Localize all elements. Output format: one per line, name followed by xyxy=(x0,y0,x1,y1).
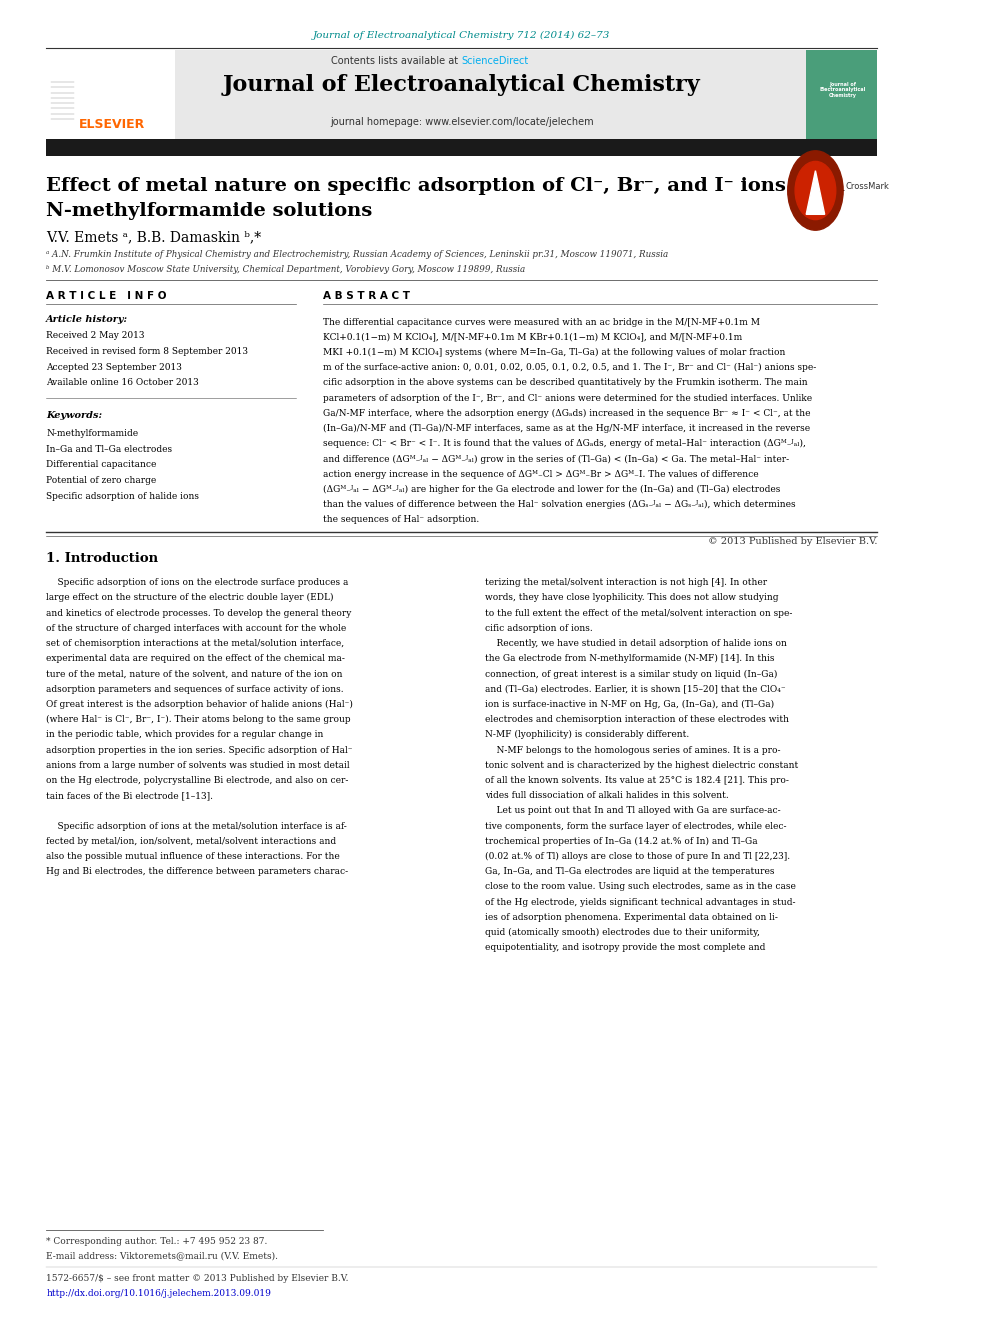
Text: Keywords:: Keywords: xyxy=(47,411,102,421)
Text: adsorption parameters and sequences of surface activity of ions.: adsorption parameters and sequences of s… xyxy=(47,684,344,693)
Text: sequence: Cl⁻ < Br⁻ < I⁻. It is found that the values of ΔGₐds, energy of metal–: sequence: Cl⁻ < Br⁻ < I⁻. It is found th… xyxy=(323,439,806,448)
Text: of the structure of charged interfaces with account for the whole: of the structure of charged interfaces w… xyxy=(47,623,346,632)
Text: CrossMark: CrossMark xyxy=(846,183,890,191)
Text: Specific adsorption of ions on the electrode surface produces a: Specific adsorption of ions on the elect… xyxy=(47,578,348,587)
Text: Journal of
Electroanalytical
Chemistry: Journal of Electroanalytical Chemistry xyxy=(819,82,865,98)
Text: of all the known solvents. Its value at 25°C is 182.4 [21]. This pro-: of all the known solvents. Its value at … xyxy=(485,775,789,785)
Text: © 2013 Published by Elsevier B.V.: © 2013 Published by Elsevier B.V. xyxy=(708,537,877,546)
Text: * Corresponding author. Tel.: +7 495 952 23 87.: * Corresponding author. Tel.: +7 495 952… xyxy=(47,1237,268,1246)
Text: Ga, In–Ga, and Tl–Ga electrodes are liquid at the temperatures: Ga, In–Ga, and Tl–Ga electrodes are liqu… xyxy=(485,868,775,876)
FancyBboxPatch shape xyxy=(806,50,877,139)
Text: tive components, form the surface layer of electrodes, while elec-: tive components, form the surface layer … xyxy=(485,822,787,831)
Text: electrodes and chemisorption interaction of these electrodes with: electrodes and chemisorption interaction… xyxy=(485,714,789,724)
Text: Specific adsorption of halide ions: Specific adsorption of halide ions xyxy=(47,492,199,501)
Text: (where Hal⁻ is Cl⁻, Br⁻, I⁻). Their atoms belong to the same group: (where Hal⁻ is Cl⁻, Br⁻, I⁻). Their atom… xyxy=(47,714,351,724)
Text: ScienceDirect: ScienceDirect xyxy=(461,56,529,66)
Text: journal homepage: www.elsevier.com/locate/jelechem: journal homepage: www.elsevier.com/locat… xyxy=(330,116,593,127)
Text: terizing the metal/solvent interaction is not high [4]. In other: terizing the metal/solvent interaction i… xyxy=(485,578,767,587)
Text: large effect on the structure of the electric double layer (EDL): large effect on the structure of the ele… xyxy=(47,593,333,602)
Text: vides full dissociation of alkali halides in this solvent.: vides full dissociation of alkali halide… xyxy=(485,791,728,800)
Text: connection, of great interest is a similar study on liquid (In–Ga): connection, of great interest is a simil… xyxy=(485,669,777,679)
Text: action energy increase in the sequence of ΔGᴹ₋Cl > ΔGᴹ₋Br > ΔGᴹ₋I. The values of: action energy increase in the sequence o… xyxy=(323,470,759,479)
Text: on the Hg electrode, polycrystalline Bi electrode, and also on cer-: on the Hg electrode, polycrystalline Bi … xyxy=(47,775,348,785)
Text: and (Tl–Ga) electrodes. Earlier, it is shown [15–20] that the ClO₄⁻: and (Tl–Ga) electrodes. Earlier, it is s… xyxy=(485,684,786,693)
Text: http://dx.doi.org/10.1016/j.jelechem.2013.09.019: http://dx.doi.org/10.1016/j.jelechem.201… xyxy=(47,1289,271,1298)
Text: N-MF (lyophilicity) is considerably different.: N-MF (lyophilicity) is considerably diff… xyxy=(485,730,689,740)
Text: Contents lists available at: Contents lists available at xyxy=(331,56,461,66)
Text: m of the surface-active anion: 0, 0.01, 0.02, 0.05, 0.1, 0.2, 0.5, and 1. The I⁻: m of the surface-active anion: 0, 0.01, … xyxy=(323,363,816,372)
Text: N-methylformamide solutions: N-methylformamide solutions xyxy=(47,202,372,221)
Text: 1572-6657/$ – see front matter © 2013 Published by Elsevier B.V.: 1572-6657/$ – see front matter © 2013 Pu… xyxy=(47,1274,348,1283)
Text: E-mail address: Viktoremets@mail.ru (V.V. Emets).: E-mail address: Viktoremets@mail.ru (V.V… xyxy=(47,1252,278,1261)
Text: (0.02 at.% of Tl) alloys are close to those of pure In and Tl [22,23].: (0.02 at.% of Tl) alloys are close to th… xyxy=(485,852,790,861)
Text: and kinetics of electrode processes. To develop the general theory: and kinetics of electrode processes. To … xyxy=(47,609,351,618)
Text: ᵇ M.V. Lomonosov Moscow State University, Chemical Department, Vorobievy Gory, M: ᵇ M.V. Lomonosov Moscow State University… xyxy=(47,265,526,274)
Circle shape xyxy=(788,151,843,230)
Text: anions from a large number of solvents was studied in most detail: anions from a large number of solvents w… xyxy=(47,761,350,770)
Text: ture of the metal, nature of the solvent, and nature of the ion on: ture of the metal, nature of the solvent… xyxy=(47,669,342,679)
Text: cific adsorption in the above systems can be described quantitatively by the Fru: cific adsorption in the above systems ca… xyxy=(323,378,807,388)
Text: The differential capacitance curves were measured with an ac bridge in the M/[N-: The differential capacitance curves were… xyxy=(323,318,760,327)
Text: set of chemisorption interactions at the metal/solution interface,: set of chemisorption interactions at the… xyxy=(47,639,344,648)
Text: Potential of zero charge: Potential of zero charge xyxy=(47,476,157,486)
Text: ᵃ A.N. Frumkin Institute of Physical Chemistry and Electrochemistry, Russian Aca: ᵃ A.N. Frumkin Institute of Physical Che… xyxy=(47,250,669,259)
Text: Article history:: Article history: xyxy=(47,315,128,324)
Text: Journal of Electroanalytical Chemistry 712 (2014) 62–73: Journal of Electroanalytical Chemistry 7… xyxy=(313,30,610,40)
Text: equipotentiality, and isotropy provide the most complete and: equipotentiality, and isotropy provide t… xyxy=(485,943,765,953)
Text: KCl+0.1(1−m) M KClO₄], M/[N-MF+0.1m M KBr+0.1(1−m) M KClO₄], and M/[N-MF+0.1m: KCl+0.1(1−m) M KClO₄], M/[N-MF+0.1m M KB… xyxy=(323,332,742,341)
FancyBboxPatch shape xyxy=(47,139,877,156)
Text: ELSEVIER: ELSEVIER xyxy=(78,118,145,131)
Text: words, they have close lyophilicity. This does not allow studying: words, they have close lyophilicity. Thi… xyxy=(485,593,779,602)
Text: Received in revised form 8 September 2013: Received in revised form 8 September 201… xyxy=(47,347,248,356)
Text: Recently, we have studied in detail adsorption of halide ions on: Recently, we have studied in detail adso… xyxy=(485,639,787,648)
Text: tain faces of the Bi electrode [1–13].: tain faces of the Bi electrode [1–13]. xyxy=(47,791,213,800)
Text: of the Hg electrode, yields significant technical advantages in stud-: of the Hg electrode, yields significant … xyxy=(485,897,796,906)
Text: In–Ga and Tl–Ga electrodes: In–Ga and Tl–Ga electrodes xyxy=(47,445,173,454)
Text: Journal of Electroanalytical Chemistry: Journal of Electroanalytical Chemistry xyxy=(223,74,700,97)
Text: Ga/N-MF interface, where the adsorption energy (ΔGₐds) increased in the sequence: Ga/N-MF interface, where the adsorption … xyxy=(323,409,810,418)
Text: the sequences of Hal⁻ adsorption.: the sequences of Hal⁻ adsorption. xyxy=(323,515,479,524)
Text: Accepted 23 September 2013: Accepted 23 September 2013 xyxy=(47,363,183,372)
Text: to the full extent the effect of the metal/solvent interaction on spe-: to the full extent the effect of the met… xyxy=(485,609,793,618)
Text: and difference (ΔGᴹ₋ᴶₐₗ − ΔGᴹ₋ᴶₐₗ) grow in the series of (Tl–Ga) < (In–Ga) < Ga.: and difference (ΔGᴹ₋ᴶₐₗ − ΔGᴹ₋ᴶₐₗ) grow … xyxy=(323,454,790,463)
Text: than the values of difference between the Hal⁻ solvation energies (ΔGₛ₋ᴶₐₗ − ΔGₛ: than the values of difference between th… xyxy=(323,500,796,509)
Text: Effect of metal nature on specific adsorption of Cl⁻, Br⁻, and I⁻ ions from: Effect of metal nature on specific adsor… xyxy=(47,177,845,196)
FancyBboxPatch shape xyxy=(47,50,176,139)
Circle shape xyxy=(796,161,835,220)
Text: fected by metal/ion, ion/solvent, metal/solvent interactions and: fected by metal/ion, ion/solvent, metal/… xyxy=(47,836,336,845)
Text: trochemical properties of In–Ga (14.2 at.% of In) and Tl–Ga: trochemical properties of In–Ga (14.2 at… xyxy=(485,836,758,845)
Text: 1. Introduction: 1. Introduction xyxy=(47,552,159,565)
Text: cific adsorption of ions.: cific adsorption of ions. xyxy=(485,623,592,632)
Text: V.V. Emets ᵃ, B.B. Damaskin ᵇ,*: V.V. Emets ᵃ, B.B. Damaskin ᵇ,* xyxy=(47,230,261,245)
Text: parameters of adsorption of the I⁻, Br⁻, and Cl⁻ anions were determined for the : parameters of adsorption of the I⁻, Br⁻,… xyxy=(323,393,812,402)
Text: also the possible mutual influence of these interactions. For the: also the possible mutual influence of th… xyxy=(47,852,340,861)
Text: experimental data are required on the effect of the chemical ma-: experimental data are required on the ef… xyxy=(47,654,345,663)
Text: N-MF belongs to the homologous series of amines. It is a pro-: N-MF belongs to the homologous series of… xyxy=(485,745,781,754)
Text: A B S T R A C T: A B S T R A C T xyxy=(323,291,411,302)
Text: tonic solvent and is characterized by the highest dielectric constant: tonic solvent and is characterized by th… xyxy=(485,761,799,770)
Text: N-methylformamide: N-methylformamide xyxy=(47,429,138,438)
Text: MKI +0.1(1−m) M KClO₄] systems (where M=In–Ga, Tl–Ga) at the following values of: MKI +0.1(1−m) M KClO₄] systems (where M=… xyxy=(323,348,786,357)
Text: Hg and Bi electrodes, the difference between parameters charac-: Hg and Bi electrodes, the difference bet… xyxy=(47,868,348,876)
Text: adsorption properties in the ion series. Specific adsorption of Hal⁻: adsorption properties in the ion series.… xyxy=(47,745,353,754)
Polygon shape xyxy=(806,171,824,214)
Text: A R T I C L E   I N F O: A R T I C L E I N F O xyxy=(47,291,167,302)
Text: Available online 16 October 2013: Available online 16 October 2013 xyxy=(47,378,199,388)
Text: the Ga electrode from N-methylformamide (N-MF) [14]. In this: the Ga electrode from N-methylformamide … xyxy=(485,654,775,663)
Text: quid (atomically smooth) electrodes due to their uniformity,: quid (atomically smooth) electrodes due … xyxy=(485,929,760,937)
Text: close to the room value. Using such electrodes, same as in the case: close to the room value. Using such elec… xyxy=(485,882,796,892)
Text: Differential capacitance: Differential capacitance xyxy=(47,460,157,470)
Text: in the periodic table, which provides for a regular change in: in the periodic table, which provides fo… xyxy=(47,730,323,740)
Text: (In–Ga)/N-MF and (Tl–Ga)/N-MF interfaces, same as at the Hg/N-MF interface, it i: (In–Ga)/N-MF and (Tl–Ga)/N-MF interfaces… xyxy=(323,423,810,433)
FancyBboxPatch shape xyxy=(47,50,877,139)
Text: Let us point out that In and Tl alloyed with Ga are surface-ac-: Let us point out that In and Tl alloyed … xyxy=(485,806,781,815)
Text: Received 2 May 2013: Received 2 May 2013 xyxy=(47,331,145,340)
Text: Of great interest is the adsorption behavior of halide anions (Hal⁻): Of great interest is the adsorption beha… xyxy=(47,700,353,709)
Text: ies of adsorption phenomena. Experimental data obtained on li-: ies of adsorption phenomena. Experimenta… xyxy=(485,913,778,922)
Text: (ΔGᴹ₋ᴶₐₗ − ΔGᴹ₋ᴶₐₗ) are higher for the Ga electrode and lower for the (In–Ga) an: (ΔGᴹ₋ᴶₐₗ − ΔGᴹ₋ᴶₐₗ) are higher for the G… xyxy=(323,484,781,493)
Text: ion is surface-inactive in N-MF on Hg, Ga, (In–Ga), and (Tl–Ga): ion is surface-inactive in N-MF on Hg, G… xyxy=(485,700,774,709)
Text: Specific adsorption of ions at the metal/solution interface is af-: Specific adsorption of ions at the metal… xyxy=(47,822,347,831)
